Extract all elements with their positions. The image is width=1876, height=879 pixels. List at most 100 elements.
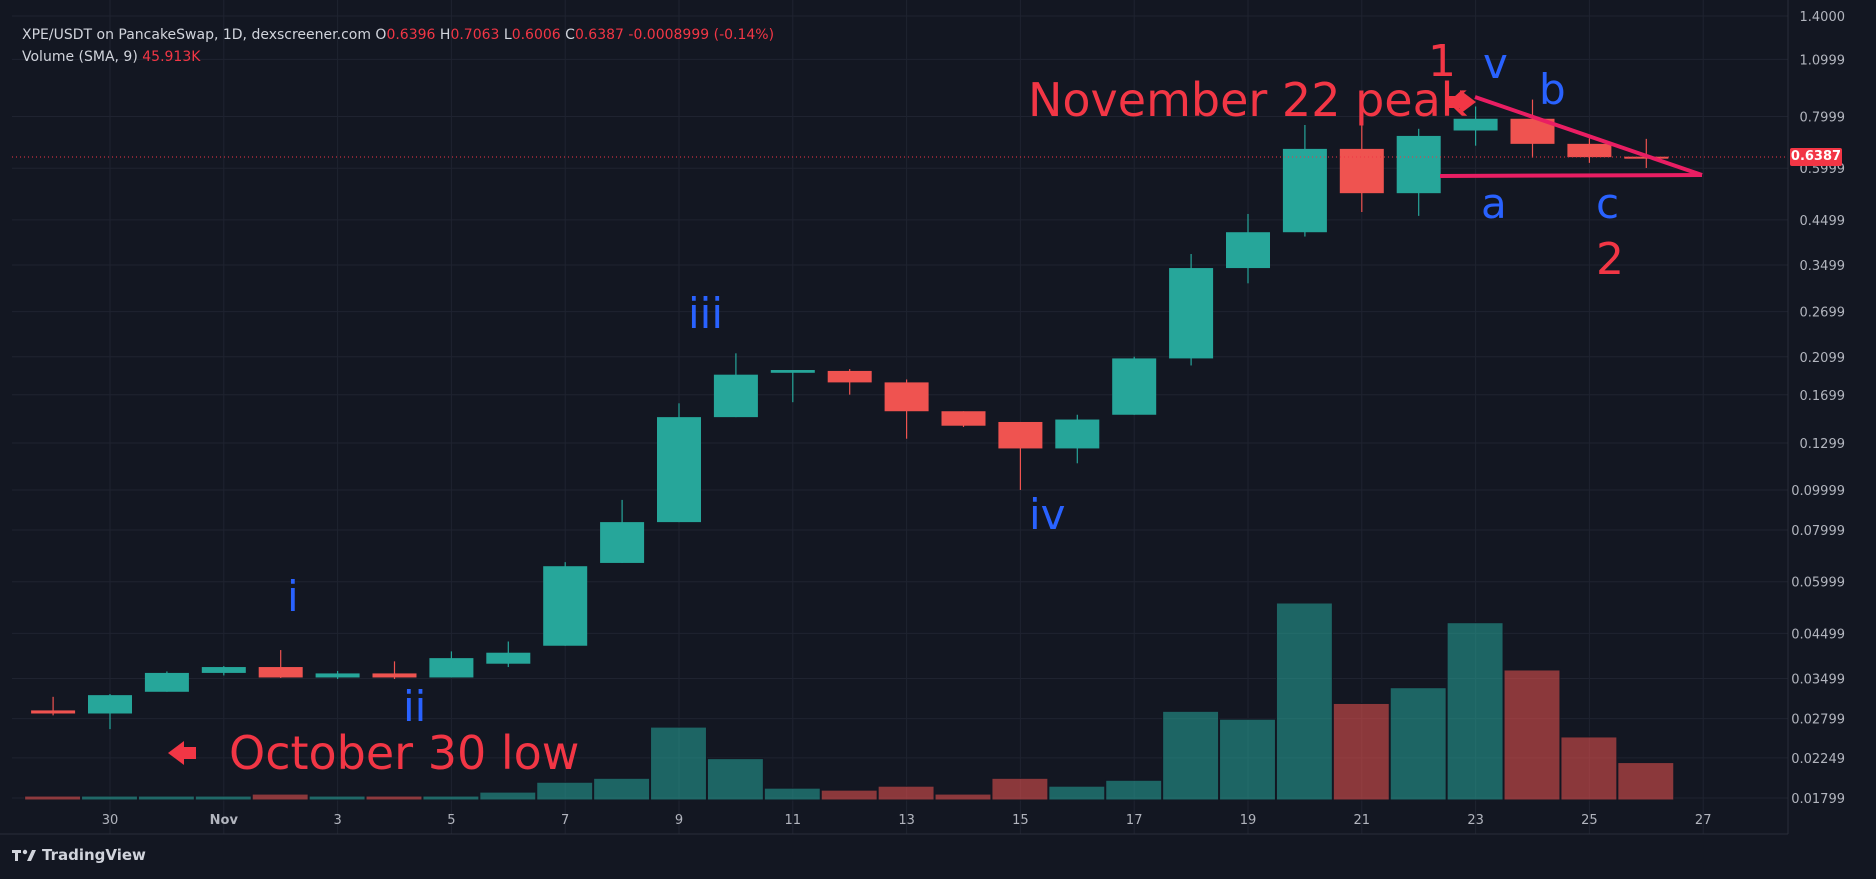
legend-price-row: XPE/USDT on PancakeSwap, 1D, dexscreener… xyxy=(22,24,774,46)
wave-label-a: a xyxy=(1481,179,1507,228)
time-axis-tick: 19 xyxy=(1240,813,1257,828)
price-axis-tick: 0.05999 xyxy=(1791,576,1845,591)
price-axis-tick: 0.3499 xyxy=(1800,259,1846,274)
price-axis-tick: 0.09999 xyxy=(1791,484,1845,499)
candle-body[interactable] xyxy=(144,672,189,692)
volume-bar xyxy=(1617,762,1675,801)
legend-open-label: O xyxy=(375,27,387,43)
wave-label-1: 1 xyxy=(1428,36,1456,87)
candle-body[interactable] xyxy=(1339,148,1384,194)
candle-body[interactable] xyxy=(657,417,701,523)
candle-body[interactable] xyxy=(201,667,246,673)
time-axis-tick: 3 xyxy=(333,813,341,828)
candle-body[interactable] xyxy=(543,566,588,646)
price-axis-tick: 0.07999 xyxy=(1791,524,1845,539)
time-axis-tick: 11 xyxy=(785,813,802,828)
candle-body[interactable] xyxy=(372,673,417,678)
legend-change: -0.0008999 (-0.14%) xyxy=(628,27,775,43)
price-axis-tick: 0.03499 xyxy=(1791,673,1845,688)
legend-pair: XPE/USDT on PancakeSwap, 1D, dexscreener… xyxy=(22,27,371,43)
volume-bar xyxy=(1389,687,1447,801)
volume-bar xyxy=(820,789,878,801)
time-axis-tick: 30 xyxy=(102,813,119,828)
legend-close-value: 0.6387 xyxy=(574,27,624,43)
arrow-right-icon xyxy=(1446,90,1476,114)
tradingview-branding[interactable]: TradingView xyxy=(12,846,146,864)
candle-body[interactable] xyxy=(600,522,645,563)
legend-close-label: C xyxy=(565,27,575,43)
time-axis: 30 Nov 3 5 7 9 11 13 15 17 19 21 23 25 27 xyxy=(102,813,1712,828)
legend-volume-value: 45.913K xyxy=(142,49,201,65)
volume-bar xyxy=(1048,785,1106,801)
candle-body[interactable] xyxy=(1055,419,1100,449)
candle-body[interactable] xyxy=(713,374,758,418)
time-axis-tick: 5 xyxy=(447,813,455,828)
trend-line-upper xyxy=(1474,95,1703,177)
candle-body[interactable] xyxy=(429,658,474,678)
volume-bar xyxy=(1332,702,1390,801)
legend-open-value: 0.6396 xyxy=(386,27,436,43)
candle-body[interactable] xyxy=(827,370,872,383)
volume-bar xyxy=(706,758,764,801)
time-axis-tick: Nov xyxy=(210,813,239,828)
legend-high-value: 0.7063 xyxy=(450,27,500,43)
candle-body[interactable] xyxy=(1169,268,1214,359)
volume-bar xyxy=(479,791,537,801)
candle-body[interactable] xyxy=(1282,148,1327,233)
volume-bar xyxy=(763,787,821,801)
candles xyxy=(31,99,1669,730)
legend-volume-row: Volume (SMA, 9) 45.913K xyxy=(22,46,774,68)
legend-low-value: 0.6006 xyxy=(511,27,561,43)
time-axis-tick: 27 xyxy=(1695,813,1712,828)
volume-bar xyxy=(365,795,423,801)
candle-body[interactable] xyxy=(998,421,1043,449)
price-axis-tick: 0.02249 xyxy=(1791,752,1845,767)
volume-bar xyxy=(650,726,707,801)
volume-bar xyxy=(81,795,138,801)
price-axis-tick: 0.02799 xyxy=(1791,713,1845,728)
annotation-low: October 30 low xyxy=(229,726,579,780)
legend-volume-label: Volume (SMA, 9) xyxy=(22,49,138,65)
volume-bar xyxy=(251,793,309,801)
candle-body[interactable] xyxy=(88,695,132,714)
price-axis-tick: 1.0999 xyxy=(1800,53,1846,68)
grid xyxy=(12,0,1788,834)
chart-legend: XPE/USDT on PancakeSwap, 1D, dexscreener… xyxy=(22,24,774,68)
candle-body[interactable] xyxy=(315,673,360,678)
candle-body[interactable] xyxy=(258,667,303,678)
volume-bar xyxy=(1162,710,1220,801)
price-axis-tick: 0.2699 xyxy=(1800,306,1846,321)
volume-bar xyxy=(593,777,651,801)
candle-body[interactable] xyxy=(770,370,815,373)
arrow-left-icon xyxy=(168,741,196,765)
price-axis-tick: 1.4000 xyxy=(1800,10,1846,25)
price-axis-tick: 0.04499 xyxy=(1791,627,1845,642)
time-axis-tick: 17 xyxy=(1126,813,1143,828)
volume-bar xyxy=(991,777,1049,801)
price-axis-tick: 0.2099 xyxy=(1800,351,1846,366)
candle-body[interactable] xyxy=(941,411,986,426)
candle-body[interactable] xyxy=(486,652,531,664)
candle-body[interactable] xyxy=(1226,232,1270,269)
tradingview-logo-icon xyxy=(12,848,38,862)
candle-body[interactable] xyxy=(1453,118,1498,131)
candle-body[interactable] xyxy=(31,710,76,714)
tradingview-name: TradingView xyxy=(42,846,146,864)
wave-label-2: 2 xyxy=(1596,234,1624,285)
volume-bar xyxy=(1446,622,1504,801)
time-axis-tick: 25 xyxy=(1581,813,1598,828)
candle-body[interactable] xyxy=(1567,143,1612,158)
volume-bar xyxy=(194,795,252,801)
legend-low-label: L xyxy=(503,27,512,43)
candle-body[interactable] xyxy=(1396,135,1441,194)
candle-body[interactable] xyxy=(884,382,929,412)
wave-label-i: i xyxy=(287,572,299,621)
volume-bar xyxy=(308,795,366,801)
price-axis-tick: 0.1699 xyxy=(1800,389,1846,404)
volume-bars xyxy=(24,602,1675,801)
legend-high-label: H xyxy=(439,27,451,43)
volume-bar xyxy=(877,785,935,801)
candle-body[interactable] xyxy=(1112,358,1157,415)
